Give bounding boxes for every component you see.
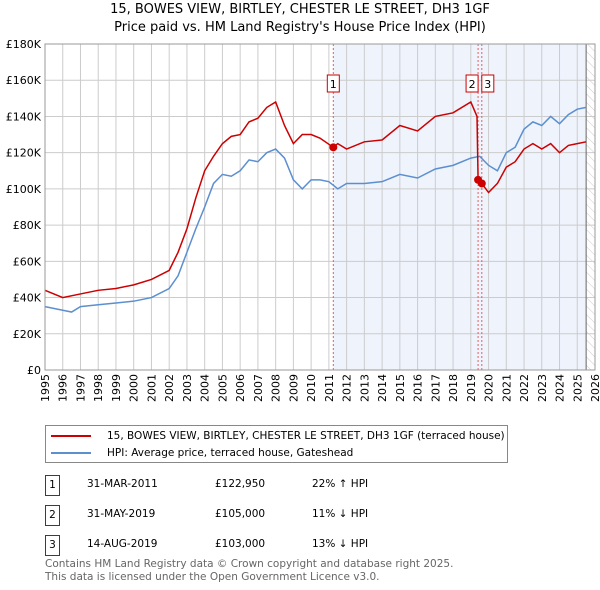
sale-label: 2 [469, 78, 476, 91]
y-tick-label: £160K [6, 74, 42, 87]
footer-line-1: Contains HM Land Registry data © Crown c… [45, 558, 454, 570]
x-tick-label: 1999 [110, 374, 123, 402]
x-tick-label: 2014 [376, 374, 389, 402]
x-tick-label: 2021 [500, 374, 513, 402]
x-tick-label: 1997 [74, 374, 87, 402]
plot-area: 1995 1996 1997 1998 1999 2000 2001 2002 2003 2004… [6, 38, 600, 402]
sale-hpi-diff: 13% ↓ HPI [312, 538, 369, 550]
sale-marker-box: 1 [45, 475, 60, 496]
sale-row: 2 31-MAY-2019 £105,000 11% ↓ HPI [45, 505, 545, 526]
y-tick-label: £80K [13, 219, 42, 232]
x-tick-label: 2010 [305, 374, 318, 402]
sale-label: 3 [484, 78, 491, 91]
legend-swatch-hpi [51, 452, 91, 454]
sale-date: 31-MAR-2011 [87, 478, 158, 490]
legend-swatch-property [51, 435, 91, 437]
x-tick-label: 2007 [252, 374, 265, 402]
x-tick-label: 2000 [128, 374, 141, 402]
y-tick-label: £120K [6, 147, 42, 160]
y-tick-label: £180K [6, 38, 42, 51]
x-tick-label: 2016 [412, 374, 425, 402]
x-tick-label: 2023 [536, 374, 549, 402]
sale-label-box [481, 74, 495, 93]
footer-line-2: This data is licensed under the Open Gov… [45, 571, 380, 583]
legend-label-property: 15, BOWES VIEW, BIRTLEY, CHESTER LE STRE… [107, 430, 505, 442]
sale-date: 14-AUG-2019 [87, 538, 158, 550]
hpi-line [44, 106, 587, 313]
sale-row: 3 14-AUG-2019 £103,000 13% ↓ HPI [45, 535, 545, 556]
x-tick-label: 2022 [518, 374, 531, 402]
sale-price: £103,000 [215, 538, 266, 550]
x-tick-label: 2026 [589, 374, 600, 402]
x-tick-label: 2008 [270, 374, 283, 402]
x-tick-label: 2004 [199, 374, 212, 402]
x-tick-label: 2020 [483, 374, 496, 402]
x-tick-label: 2009 [287, 374, 300, 402]
chart-subtitle: Price paid vs. HM Land Registry's House … [114, 20, 486, 35]
x-tick-label: 2006 [234, 374, 247, 402]
plot-border [44, 43, 596, 371]
forecast-hatch [586, 44, 595, 370]
property-price-line [44, 100, 587, 299]
legend-label-hpi: HPI: Average price, terraced house, Gate… [107, 447, 354, 459]
shaded-region [333, 44, 587, 370]
sale-marker-box: 3 [45, 535, 60, 556]
x-tick-label: 1998 [92, 374, 105, 402]
x-tick-label: 2019 [465, 374, 478, 402]
y-tick-label: £0 [27, 364, 41, 377]
y-tick-label: £100K [6, 183, 42, 196]
x-tick-label: 2003 [181, 374, 194, 402]
sale-hpi-diff: 22% ↑ HPI [312, 478, 369, 490]
sale-date: 31-MAY-2019 [87, 508, 156, 520]
sale-hpi-diff: 11% ↓ HPI [312, 508, 369, 520]
x-tick-label: 2024 [554, 374, 567, 402]
sale-label-box [465, 74, 479, 93]
x-tick-label: 1996 [57, 374, 70, 402]
x-tick-label: 2012 [341, 374, 354, 402]
sale-point [477, 179, 486, 188]
x-tick-label: 2005 [216, 374, 229, 402]
y-tick-label: £40K [13, 292, 42, 305]
x-tick-label: 2017 [429, 374, 442, 402]
sale-point [329, 143, 338, 152]
x-tick-label: 2018 [447, 374, 460, 402]
x-tick-label: 1995 [39, 374, 52, 402]
x-tick-label: 2013 [358, 374, 371, 402]
sale-marker-box: 2 [45, 505, 60, 526]
footer: Contains HM Land Registry data © Crown c… [45, 558, 453, 584]
sale-price: £105,000 [215, 508, 266, 520]
chart-title: 15, BOWES VIEW, BIRTLEY, CHESTER LE STRE… [110, 2, 490, 17]
x-tick-label: 2025 [571, 374, 584, 402]
legend: 15, BOWES VIEW, BIRTLEY, CHESTER LE STRE… [45, 425, 508, 463]
sale-price: £122,950 [215, 478, 266, 490]
y-tick-label: £60K [13, 255, 42, 268]
y-tick-label: £20K [13, 328, 42, 341]
sale-row: 1 31-MAR-2011 £122,950 22% ↑ HPI [45, 475, 545, 496]
x-tick-label: 2015 [394, 374, 407, 402]
x-tick-label: 2001 [145, 374, 158, 402]
x-tick-label: 2002 [163, 374, 176, 402]
sale-label-box [326, 74, 340, 93]
y-tick-label: £140K [6, 110, 42, 123]
x-tick-label: 2011 [323, 374, 336, 402]
sale-label: 1 [330, 78, 337, 91]
